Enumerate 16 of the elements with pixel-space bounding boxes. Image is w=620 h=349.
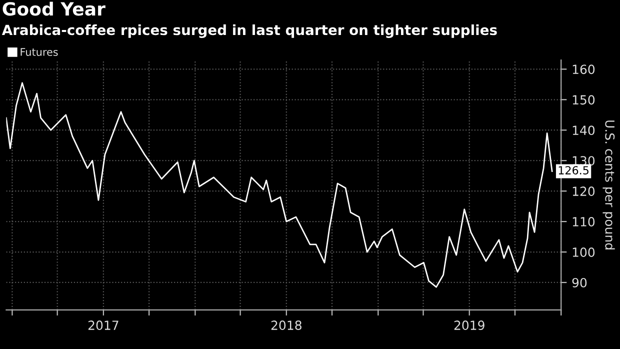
chart-title: Good Year [2, 2, 106, 16]
y-tick-label: 90 [572, 278, 587, 288]
chart-subtitle: Arabica-coffee rpices surged in last quarter on tighter supplies [2, 24, 497, 38]
y-tick-label: 160 [572, 64, 595, 74]
legend-label: Futures [20, 48, 58, 56]
x-tick-label: 2017 [88, 320, 118, 330]
x-tick-label: 2019 [454, 320, 484, 330]
y-tick-label: 100 [572, 247, 595, 257]
y-tick-label: 110 [572, 217, 595, 226]
y-tick-label: 150 [572, 95, 595, 105]
line-series [6, 82, 553, 288]
x-tick-label: 2018 [271, 320, 302, 330]
y-tick-label: 120 [572, 186, 595, 196]
annotation: 126.5 [558, 166, 588, 174]
y-axis-title: U.S. cents per pound [602, 120, 615, 250]
y-tick-label: 140 [572, 126, 595, 136]
